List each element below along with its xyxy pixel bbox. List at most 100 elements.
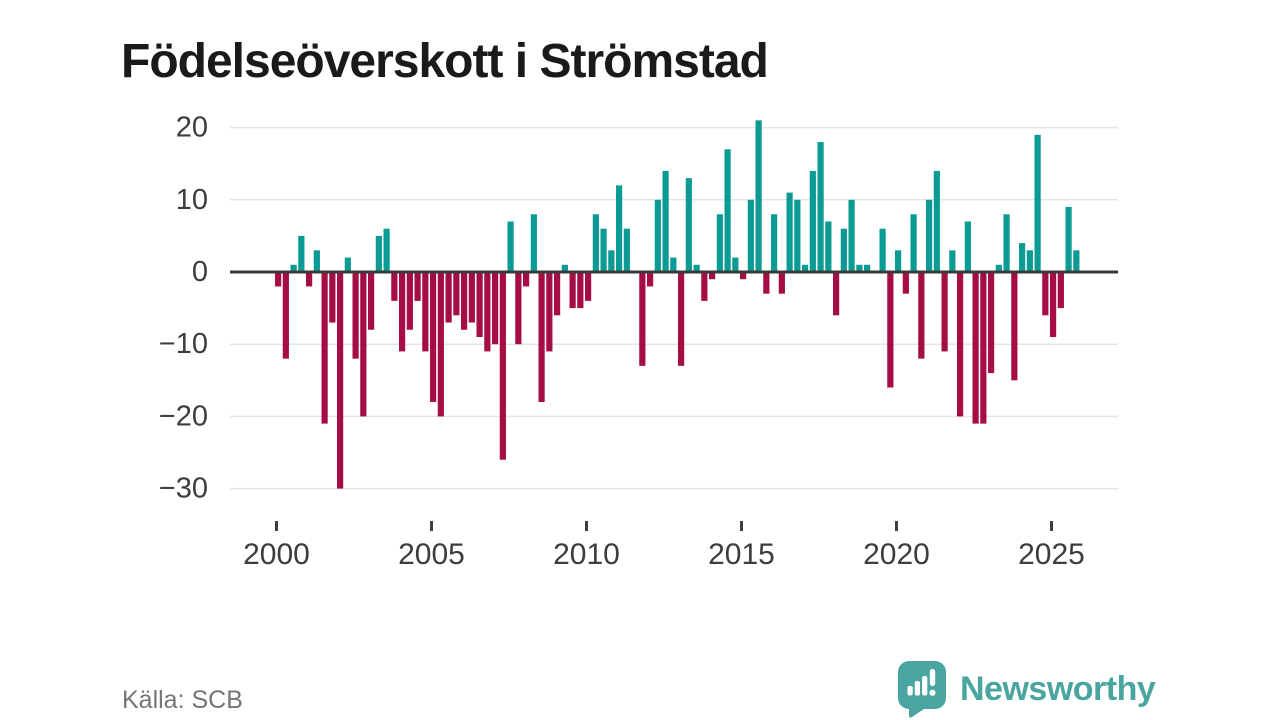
bar-2014Q4: [732, 257, 739, 272]
logo-bubble: [898, 661, 946, 709]
logo-chart-bar-small: [907, 686, 913, 696]
bar-2015Q3: [755, 120, 762, 272]
bar-2006Q1: [461, 272, 468, 330]
newsworthy-logo-text: Newsworthy: [960, 670, 1156, 708]
bar-2012Q2: [654, 199, 661, 272]
bar-2009Q3: [569, 272, 576, 309]
bar-2008Q1: [523, 272, 530, 287]
x-axis-label-2010: 2010: [553, 538, 620, 571]
bar-2012Q3: [662, 170, 669, 272]
bar-2007Q2: [499, 272, 506, 460]
bar-2020Q2: [902, 272, 909, 294]
bar-2025Q3: [1065, 207, 1072, 272]
bar-2015Q4: [763, 272, 770, 294]
bar-2001Q4: [329, 272, 336, 323]
page-title: Födelseöverskott i Strömstad: [121, 35, 769, 89]
bar-2022Q1: [957, 272, 964, 417]
y-axis-label-20: 20: [176, 112, 208, 144]
logo-bubble-tail: [909, 700, 930, 718]
bar-2004Q2: [406, 272, 413, 330]
bar-2009Q1: [554, 272, 561, 316]
logo-chart-bar-medium: [914, 681, 920, 696]
bar-2020Q4: [918, 272, 925, 359]
bar-2015Q2: [747, 199, 754, 272]
bar-2024Q2: [1026, 250, 1033, 272]
bar-2022Q2: [964, 221, 971, 272]
bar-2024Q1: [1019, 243, 1026, 272]
bar-2017Q3: [817, 142, 824, 272]
bar-2014Q2: [716, 214, 723, 272]
bar-2012Q1: [647, 272, 654, 287]
bar-2023Q4: [1011, 272, 1018, 381]
bar-2003Q2: [375, 235, 382, 272]
bar-2021Q2: [933, 170, 940, 272]
y-axis-label--10: −10: [159, 328, 208, 360]
bar-2018Q1: [833, 272, 840, 316]
bar-2016Q4: [794, 199, 801, 272]
bar-2023Q1: [988, 272, 995, 374]
y-axis-label--30: −30: [159, 473, 208, 505]
bar-2025Q1: [1050, 272, 1057, 337]
bar-2014Q1: [709, 272, 716, 280]
bar-2005Q3: [445, 272, 452, 323]
bar-2023Q2: [995, 264, 1002, 272]
bar-2020Q1: [895, 250, 902, 272]
bar-2013Q1: [678, 272, 685, 366]
y-axis-label--20: −20: [159, 400, 208, 432]
bar-2018Q3: [848, 199, 855, 272]
bar-2023Q3: [1003, 214, 1010, 272]
bar-2012Q4: [670, 257, 677, 272]
bar-2006Q2: [468, 272, 475, 323]
bar-2004Q4: [422, 272, 429, 352]
bar-2022Q4: [980, 272, 987, 424]
bar-2002Q3: [352, 272, 359, 359]
bar-2008Q3: [538, 272, 545, 402]
bar-2011Q4: [639, 272, 646, 366]
bar-2011Q2: [623, 228, 630, 272]
bar-2019Q4: [887, 272, 894, 388]
bar-2004Q3: [414, 272, 421, 301]
bar-2001Q2: [313, 250, 320, 272]
y-axis-label-0: 0: [192, 256, 208, 288]
bar-2007Q1: [492, 272, 499, 345]
bar-2019Q3: [879, 228, 886, 272]
bar-2011Q1: [616, 185, 623, 272]
bar-2020Q3: [910, 214, 917, 272]
bar-2017Q1: [802, 264, 809, 272]
bar-2016Q2: [778, 272, 785, 294]
bar-2001Q1: [306, 272, 313, 287]
bar-2018Q2: [840, 228, 847, 272]
bar-2016Q1: [771, 214, 778, 272]
bar-2013Q2: [685, 178, 692, 272]
bar-2021Q4: [949, 250, 956, 272]
bar-2024Q4: [1042, 272, 1049, 316]
bar-2001Q3: [321, 272, 328, 424]
bar-2002Q4: [360, 272, 367, 417]
bar-2006Q4: [484, 272, 491, 352]
newsworthy-logo: Newsworthy: [897, 660, 1156, 719]
bar-2016Q3: [786, 192, 793, 272]
x-axis-label-2005: 2005: [398, 538, 465, 571]
bar-2003Q4: [391, 272, 398, 301]
bar-2019Q1: [864, 264, 871, 272]
bar-2017Q2: [809, 170, 816, 272]
x-axis-label-2000: 2000: [243, 538, 310, 571]
bar-2017Q4: [825, 221, 832, 272]
bar-2005Q2: [437, 272, 444, 417]
bar-2014Q3: [724, 149, 731, 272]
bar-2000Q1: [275, 272, 282, 287]
bar-2015Q1: [740, 272, 747, 280]
bar-2013Q3: [693, 264, 700, 272]
bar-2010Q1: [585, 272, 592, 301]
source-label: Källa: SCB: [122, 686, 243, 714]
bar-2004Q1: [399, 272, 406, 352]
bar-2022Q3: [972, 272, 979, 424]
y-axis-label-10: 10: [176, 184, 208, 216]
bar-2000Q2: [282, 272, 289, 359]
bar-2006Q3: [476, 272, 483, 337]
x-axis-label-2025: 2025: [1018, 538, 1085, 571]
bar-2024Q3: [1034, 134, 1041, 272]
bar-2003Q1: [368, 272, 375, 330]
bar-2008Q4: [546, 272, 553, 352]
